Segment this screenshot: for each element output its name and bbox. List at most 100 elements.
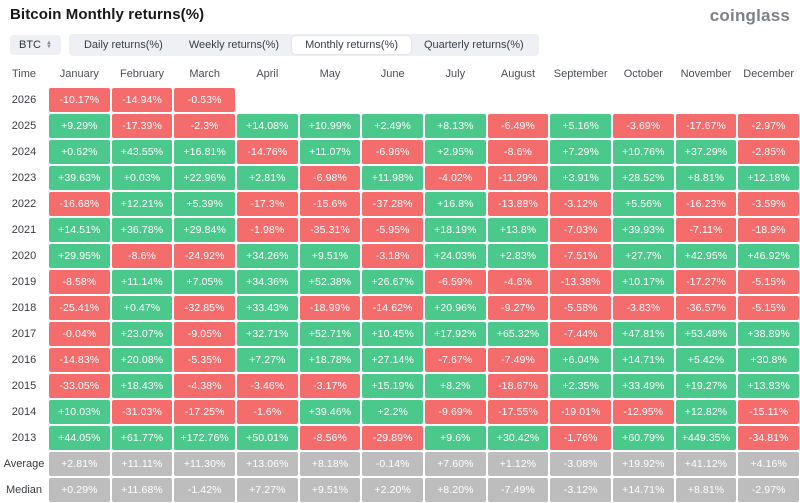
- return-cell: +26.67%: [362, 270, 423, 294]
- row-label-stat: Average: [3, 458, 45, 470]
- return-cell: +1.12%: [487, 452, 549, 476]
- return-cell: +172.76%: [174, 426, 235, 450]
- tab-quarterly-returns[interactable]: Quarterly returns(%): [424, 38, 524, 51]
- symbol-select[interactable]: BTC ▲ ▼: [10, 34, 61, 55]
- column-header-month: August: [500, 68, 536, 80]
- return-cell: +44.05%: [49, 426, 110, 450]
- return-cell: +22.96%: [174, 166, 235, 190]
- row-label-year: 2020: [11, 250, 37, 262]
- return-cell: +7.27%: [237, 478, 298, 502]
- return-cell: +0.62%: [49, 140, 110, 164]
- return-cell: -25.41%: [49, 296, 110, 320]
- return-cell: +42.95%: [675, 244, 737, 268]
- column-header-month: September: [553, 68, 608, 80]
- return-cell: +27.7%: [613, 244, 674, 268]
- return-cell: -5.58%: [550, 296, 611, 320]
- return-cell: +11.14%: [111, 270, 173, 294]
- return-cell: -17.3%: [237, 192, 298, 216]
- return-cell: +30.42%: [487, 426, 549, 450]
- tab-daily-returns[interactable]: Daily returns(%): [83, 38, 163, 51]
- row-label-year: 2015: [11, 380, 37, 392]
- return-cell: -4.6%: [487, 270, 549, 294]
- return-cell: -2.85%: [738, 140, 799, 164]
- return-cell: +2.35%: [550, 374, 611, 398]
- return-cell: +52.71%: [299, 322, 361, 346]
- return-cell: [550, 88, 611, 112]
- return-cell: -7.03%: [550, 218, 611, 242]
- return-cell: +20.96%: [425, 296, 486, 320]
- return-cell: -14.83%: [49, 348, 110, 372]
- return-cell: -3.12%: [550, 478, 611, 502]
- return-cell: +47.81%: [613, 322, 674, 346]
- return-cell: -1.6%: [237, 400, 298, 424]
- row-label-year: 2023: [11, 172, 37, 184]
- return-cell: -31.03%: [111, 400, 173, 424]
- return-cell: +8.13%: [425, 114, 486, 138]
- return-cell: +46.92%: [738, 244, 799, 268]
- return-cell: [676, 88, 737, 112]
- return-cell: -19.01%: [550, 400, 611, 424]
- return-cell: +33.49%: [613, 374, 674, 398]
- return-cell: -12.95%: [613, 400, 674, 424]
- row-label-year: 2021: [11, 224, 37, 236]
- return-cell: +7.29%: [550, 140, 611, 164]
- row-label-year: 2019: [11, 276, 37, 288]
- return-cell: -15.6%: [299, 192, 361, 216]
- return-cell: -6.98%: [299, 166, 361, 190]
- return-cell: -17.55%: [487, 400, 549, 424]
- column-header-month: April: [256, 68, 279, 80]
- return-cell: +0.29%: [49, 478, 110, 502]
- return-cell: +11.98%: [362, 166, 423, 190]
- return-cell: -16.68%: [49, 192, 110, 216]
- return-cell: +13.06%: [237, 452, 298, 476]
- return-cell: +41.12%: [675, 452, 737, 476]
- return-cell: -8.56%: [299, 426, 361, 450]
- return-cell: +60.79%: [613, 426, 674, 450]
- return-cell: -18.99%: [299, 296, 361, 320]
- return-cell: +14.51%: [49, 218, 110, 242]
- column-header-time: Time: [11, 68, 37, 80]
- return-cell: -10.17%: [49, 88, 110, 112]
- return-cell: +2.49%: [362, 114, 423, 138]
- return-cell: -0.53%: [174, 88, 235, 112]
- return-cell: +2.81%: [237, 166, 298, 190]
- return-cell: -17.39%: [111, 114, 173, 138]
- return-cell: +13.83%: [738, 374, 799, 398]
- tab-weekly-returns[interactable]: Weekly returns(%): [188, 38, 280, 51]
- symbol-select-label: BTC: [19, 38, 41, 51]
- return-cell: -7.44%: [550, 322, 611, 346]
- return-cell: -17.27%: [675, 270, 737, 294]
- return-cell: +34.26%: [237, 244, 298, 268]
- return-cell: -2.3%: [174, 114, 235, 138]
- return-cell: +4.16%: [738, 452, 799, 476]
- return-cell: +2.2%: [362, 400, 423, 424]
- return-cell: +29.95%: [49, 244, 110, 268]
- return-cell: +6.04%: [550, 348, 611, 372]
- return-cell: -7.67%: [425, 348, 486, 372]
- return-cell: +61.77%: [111, 426, 173, 450]
- return-cell: +2.83%: [487, 244, 549, 268]
- return-cell: +20.08%: [111, 348, 173, 372]
- return-cell: -29.89%: [362, 426, 423, 450]
- column-header-month: December: [743, 68, 795, 80]
- return-cell: -37.28%: [362, 192, 423, 216]
- row-label-year: 2013: [11, 432, 37, 444]
- return-cell: -24.92%: [174, 244, 235, 268]
- returns-table: Time January February March April May June July…: [1, 62, 799, 502]
- return-cell: -7.11%: [675, 218, 737, 242]
- return-cell: +17.92%: [425, 322, 486, 346]
- return-cell: -11.29%: [487, 166, 549, 190]
- return-cell: +10.03%: [49, 400, 110, 424]
- return-cell: +10.45%: [362, 322, 423, 346]
- return-cell: +11.07%: [299, 140, 361, 164]
- return-cell: +11.30%: [174, 452, 235, 476]
- return-cell: +19.27%: [675, 374, 737, 398]
- return-cell: +52.38%: [299, 270, 361, 294]
- tab-monthly-returns[interactable]: Monthly returns(%): [292, 35, 411, 54]
- return-cell: [425, 88, 486, 112]
- return-cell: -0.04%: [49, 322, 110, 346]
- return-cell: -5.35%: [174, 348, 235, 372]
- return-cell: -2.97%: [738, 114, 799, 138]
- return-cell: -17.67%: [675, 114, 737, 138]
- return-cell: +7.05%: [174, 270, 235, 294]
